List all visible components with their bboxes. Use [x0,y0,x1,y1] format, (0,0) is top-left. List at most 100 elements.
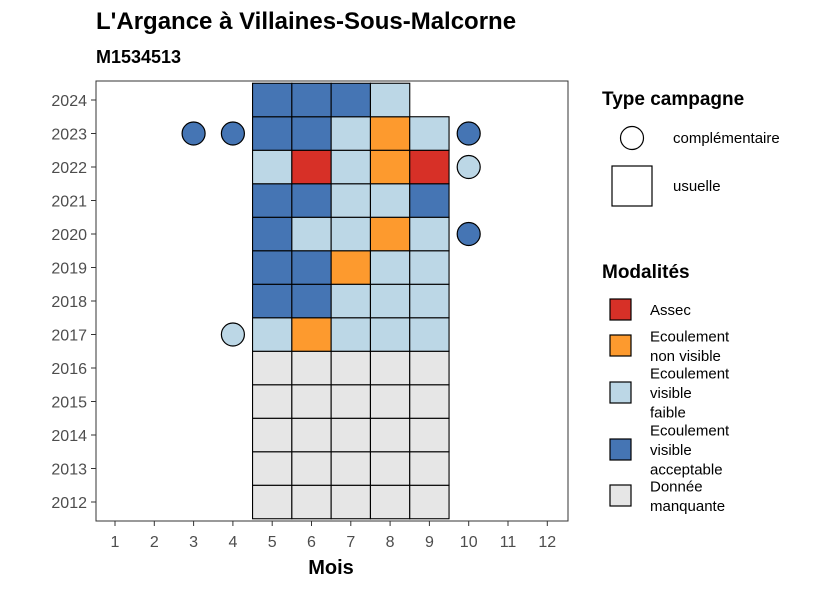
usuelle-cells [252,82,450,520]
cell-2017-6 [291,317,332,352]
cell-2015-8 [369,384,411,419]
cell-2023-7 [330,116,371,151]
cell-2016-9 [409,350,450,386]
cell-2017-5 [252,317,293,352]
cell-2019-6 [291,250,332,285]
legend-mod-swatch [609,334,632,357]
point-2020-10 [456,221,481,247]
point-2022-10 [456,154,481,180]
legend-mod-label: Ecoulement non visible [650,328,730,365]
cell-2017-8 [369,317,411,352]
cell-2017-9 [409,317,450,352]
y-tick-label: 2020 [51,227,87,244]
legend-mod-label: Donnée manquante [650,478,725,515]
cell-2014-5 [252,417,293,453]
legend-circle-symbol [619,125,645,151]
cell-2012-5 [252,484,293,520]
cell-2013-5 [252,451,293,486]
cell-2023-9 [409,116,450,151]
cell-2019-9 [409,250,450,285]
legend-type-label: usuelle [673,178,721,195]
cell-2024-8 [369,82,411,118]
cell-2024-7 [330,82,371,118]
y-axis: 2012 2013 2014 2015 2016 2017 2018 2019 2020 2021… [51,93,96,512]
cell-2023-6 [291,116,332,151]
cell-2018-7 [330,283,371,319]
cell-2014-9 [409,417,450,453]
legend-mod-label: Ecoulement visible acceptable [650,423,730,479]
x-axis-label: Mois [308,557,354,579]
cell-2014-7 [330,417,371,453]
cell-2018-8 [369,283,411,319]
x-tick-label: 8 [386,534,395,551]
legend-square-symbol [611,165,653,207]
x-tick-label: 6 [307,534,316,551]
y-tick-label: 2017 [51,328,87,345]
y-tick-label: 2013 [51,462,87,479]
cell-2016-5 [252,350,293,386]
x-tick-label: 9 [425,534,434,551]
cell-2016-8 [369,350,411,386]
cell-2021-9 [409,183,450,218]
y-tick-label: 2021 [51,194,87,211]
legend-mod-label: Ecoulement visible faible [650,366,730,422]
legend-type-label: complémentaire [673,130,780,147]
point-2017-4 [220,322,245,347]
cell-2022-5 [252,149,293,185]
cell-2016-6 [291,350,332,386]
x-tick-label: 5 [268,534,277,551]
chart-title: L'Argance à Villaines-Sous-Malcorne [96,8,516,35]
point-2023-3 [181,121,206,146]
x-tick-label: 3 [189,534,198,551]
x-tick-label: 4 [228,534,237,551]
cell-2020-5 [252,216,293,252]
y-tick-label: 2019 [51,261,87,278]
cell-2012-6 [291,484,332,520]
cell-2022-9 [409,149,450,185]
point-2023-10 [456,121,481,146]
cell-2023-8 [369,116,411,151]
cell-2020-8 [369,216,411,252]
cell-2014-8 [369,417,411,453]
cell-2012-9 [409,484,450,520]
cell-2018-6 [291,283,332,319]
cell-2013-7 [330,451,371,486]
y-tick-label: 2018 [51,294,87,311]
x-tick-label: 11 [500,534,517,551]
cell-2019-5 [252,250,293,285]
legend-mod-label: Assec [650,302,691,319]
chart-subtitle: M1534513 [96,47,181,67]
legend-mod-swatch [609,298,632,321]
cell-2015-6 [291,384,332,419]
cell-2013-6 [291,451,332,486]
legend-type-campagne: Type campagne complémentaire usuelle [602,89,780,207]
y-tick-label: 2014 [51,428,87,445]
complementaire-points [181,121,481,347]
x-tick-label: 2 [150,534,159,551]
cell-2020-9 [409,216,450,252]
cell-2012-8 [369,484,411,520]
cell-2019-8 [369,250,411,285]
cell-2023-5 [252,116,293,151]
cell-2014-6 [291,417,332,453]
y-tick-label: 2023 [51,127,87,144]
x-tick-label: 7 [346,534,355,551]
cell-2017-7 [330,317,371,352]
cell-2013-9 [409,451,450,486]
cell-2016-7 [330,350,371,386]
y-tick-label: 2012 [51,495,87,512]
y-tick-label: 2015 [51,395,87,412]
legend-mod-swatch [609,438,632,461]
cell-2021-7 [330,183,371,218]
point-2023-4 [220,121,245,146]
cell-2012-7 [330,484,371,520]
cell-2021-8 [369,183,411,218]
cell-2022-8 [369,149,411,185]
y-tick-label: 2022 [51,160,87,177]
cell-2022-6 [291,149,332,185]
x-tick-label: 1 [111,534,120,551]
x-axis: 1 2 3 4 5 6 7 8 9 10 11 12 [111,521,556,551]
cell-2018-9 [409,283,450,319]
